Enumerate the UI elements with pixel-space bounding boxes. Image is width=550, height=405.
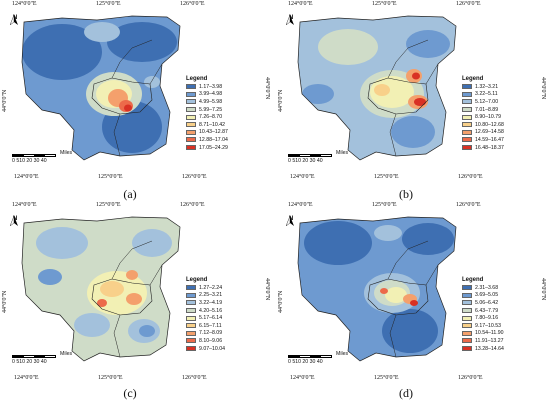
top-coord-3: 126°0'0"E bbox=[456, 202, 481, 208]
north-arrow-icon: N bbox=[286, 216, 296, 226]
bottom-coord-1: 124°0'0"E bbox=[290, 174, 315, 180]
scale-bar: 0 510 20 30 40 Miles bbox=[12, 150, 73, 164]
left-coord: 44°0'0"N bbox=[278, 290, 284, 313]
legend-item: 13.28–14.64 bbox=[462, 345, 504, 353]
legend-item: 16.48–18.37 bbox=[462, 144, 504, 152]
bottom-coord-1: 124°0'0"E bbox=[290, 375, 315, 381]
legend-item: 7.12–8.09 bbox=[186, 330, 225, 338]
legend-item: 3.22–4.19 bbox=[186, 299, 225, 307]
bottom-coord-3: 126°0'0"E bbox=[458, 174, 483, 180]
right-coord: 44°0'0"N bbox=[540, 278, 546, 301]
map-b bbox=[297, 15, 457, 161]
top-coord-1: 124°0'0"E bbox=[288, 1, 313, 7]
right-coord: 44°0'0"N bbox=[264, 77, 270, 100]
legend: Legend 1.17–3.98 3.99–4.98 4.99–5.98 5.9… bbox=[186, 76, 228, 151]
legend-item: 7.01–8.89 bbox=[462, 106, 504, 114]
legend-item: 5.99–7.25 bbox=[186, 106, 228, 114]
north-arrow-icon: N bbox=[10, 216, 20, 226]
right-coord: 44°0'0"N bbox=[264, 278, 270, 301]
legend-item: 10.54–11.90 bbox=[462, 330, 504, 338]
legend-item: 3.22–5.11 bbox=[462, 91, 504, 99]
legend-item: 10.80–12.68 bbox=[462, 121, 504, 129]
panel-label: (b) bbox=[399, 187, 413, 201]
legend-item: 10.43–12.87 bbox=[186, 129, 228, 137]
left-coord: 44°0'0"N bbox=[278, 89, 284, 112]
scale-bar: 0 510 20 30 40 Miles bbox=[288, 150, 349, 164]
bottom-coord-2: 125°0'0"E bbox=[374, 174, 399, 180]
map-d bbox=[297, 216, 457, 362]
panel-label: (d) bbox=[399, 386, 413, 400]
top-coord-3: 126°0'0"E bbox=[456, 1, 481, 7]
top-coord-2: 125°0'0"E bbox=[96, 202, 121, 208]
legend-item: 5.17–6.14 bbox=[186, 314, 225, 322]
legend-item: 14.59–16.47 bbox=[462, 136, 504, 144]
legend-item: 3.69–5.05 bbox=[462, 292, 504, 300]
legend-item: 4.99–5.98 bbox=[186, 98, 228, 106]
legend-item: 9.07–10.04 bbox=[186, 345, 225, 353]
legend-item: 7.26–8.70 bbox=[186, 113, 228, 121]
scale-bar: 0 510 20 30 40 Miles bbox=[288, 351, 349, 365]
panel-label: (c) bbox=[123, 386, 137, 400]
bottom-coord-3: 126°0'0"E bbox=[182, 174, 207, 180]
legend-item: 1.17–3.98 bbox=[186, 83, 228, 91]
legend-item: 8.71–10.42 bbox=[186, 121, 228, 129]
map-panel-a: 124°0'0"E 125°0'0"E 126°0'0"E 124°0'0"E … bbox=[2, 1, 272, 202]
legend-title: Legend bbox=[462, 277, 484, 283]
bottom-coord-2: 125°0'0"E bbox=[98, 375, 123, 381]
map-panel-b: 124°0'0"E 125°0'0"E 126°0'0"E 124°0'0"E … bbox=[278, 1, 548, 202]
legend-item: 5.06–6.42 bbox=[462, 299, 504, 307]
map-panel-d: 124°0'0"E 125°0'0"E 126°0'0"E 124°0'0"E … bbox=[278, 202, 548, 403]
legend-title: Legend bbox=[186, 277, 208, 283]
left-coord: 44°0'0"N bbox=[2, 290, 8, 313]
legend: Legend 1.32–3.21 3.22–5.11 5.12–7.00 7.0… bbox=[462, 76, 504, 151]
legend-item: 11.91–13.27 bbox=[462, 337, 504, 345]
legend-item: 6.43–7.79 bbox=[462, 307, 504, 315]
map-a bbox=[21, 15, 181, 161]
legend-item: 8.90–10.79 bbox=[462, 113, 504, 121]
legend-item: 2.25–3.21 bbox=[186, 292, 225, 300]
top-coord-1: 124°0'0"E bbox=[12, 202, 37, 208]
legend-title: Legend bbox=[462, 76, 484, 82]
map-panel-c: 124°0'0"E 125°0'0"E 126°0'0"E 124°0'0"E … bbox=[2, 202, 272, 403]
bottom-coord-2: 125°0'0"E bbox=[98, 174, 123, 180]
top-coord-2: 125°0'0"E bbox=[96, 1, 121, 7]
bottom-coord-2: 125°0'0"E bbox=[374, 375, 399, 381]
legend-item: 6.15–7.11 bbox=[186, 322, 225, 330]
legend-item: 1.32–3.21 bbox=[462, 83, 504, 91]
left-coord: 44°0'0"N bbox=[2, 89, 8, 112]
top-coord-1: 124°0'0"E bbox=[288, 202, 313, 208]
legend-item: 9.17–10.53 bbox=[462, 322, 504, 330]
legend-item: 8.10–9.06 bbox=[186, 337, 225, 345]
top-coord-3: 126°0'0"E bbox=[180, 202, 205, 208]
legend-item: 12.88–17.04 bbox=[186, 136, 228, 144]
legend-item: 4.20–5.16 bbox=[186, 307, 225, 315]
legend-item: 2.31–3.68 bbox=[462, 284, 504, 292]
north-arrow-icon: N bbox=[286, 15, 296, 25]
legend-item: 17.05–24.29 bbox=[186, 144, 228, 152]
legend-item: 12.69–14.58 bbox=[462, 129, 504, 137]
top-coord-2: 125°0'0"E bbox=[372, 1, 397, 7]
legend: Legend 2.31–3.68 3.69–5.05 5.06–6.42 6.4… bbox=[462, 277, 504, 352]
map-c bbox=[21, 216, 181, 362]
legend-item: 7.80–9.16 bbox=[462, 314, 504, 322]
top-coord-3: 126°0'0"E bbox=[180, 1, 205, 7]
legend-item: 3.99–4.98 bbox=[186, 91, 228, 99]
bottom-coord-3: 126°0'0"E bbox=[458, 375, 483, 381]
bottom-coord-1: 124°0'0"E bbox=[14, 174, 39, 180]
bottom-coord-1: 124°0'0"E bbox=[14, 375, 39, 381]
legend-title: Legend bbox=[186, 76, 208, 82]
top-coord-1: 124°0'0"E bbox=[12, 1, 37, 7]
legend-item: 5.12–7.00 bbox=[462, 98, 504, 106]
legend-item: 1.27–2.24 bbox=[186, 284, 225, 292]
panel-label: (a) bbox=[123, 187, 137, 201]
top-coord-2: 125°0'0"E bbox=[372, 202, 397, 208]
right-coord: 44°0'0"N bbox=[540, 77, 546, 100]
legend: Legend 1.27–2.24 2.25–3.21 3.22–4.19 4.2… bbox=[186, 277, 225, 352]
bottom-coord-3: 126°0'0"E bbox=[182, 375, 207, 381]
north-arrow-icon: N bbox=[10, 15, 20, 25]
scale-bar: 0 510 20 30 40 Miles bbox=[12, 351, 73, 365]
